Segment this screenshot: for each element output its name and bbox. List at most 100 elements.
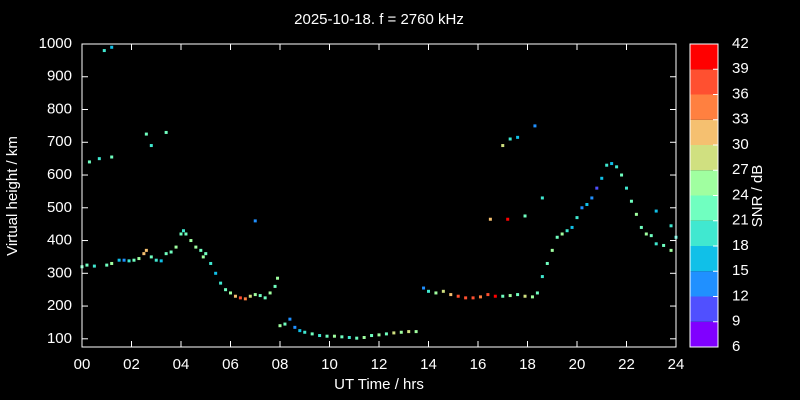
colorbar-bin (690, 296, 718, 322)
data-point (478, 295, 482, 299)
data-point (508, 294, 512, 298)
y-tick-label: 600 (47, 166, 72, 183)
data-point (669, 224, 673, 228)
data-point (144, 132, 148, 136)
data-point (662, 243, 666, 247)
data-point (189, 239, 193, 243)
data-point (580, 206, 584, 210)
x-tick-label: 16 (470, 356, 487, 373)
data-point (293, 325, 297, 329)
colorbar-tick-label: 18 (732, 237, 749, 254)
data-point (493, 294, 497, 298)
data-point (159, 259, 163, 263)
data-point (209, 261, 213, 265)
data-point (523, 294, 527, 298)
data-point (288, 317, 292, 321)
data-point (144, 248, 148, 252)
colorbar-bin (690, 170, 718, 196)
colorbar-bin (690, 119, 718, 145)
data-point (347, 336, 351, 340)
data-point (276, 276, 280, 280)
data-point (464, 296, 468, 300)
data-point (600, 176, 604, 180)
data-point (268, 291, 272, 295)
x-tick-label: 18 (519, 356, 536, 373)
data-point (164, 252, 168, 256)
data-point (506, 217, 510, 221)
data-point (204, 252, 208, 256)
data-point (399, 330, 403, 334)
data-point (535, 291, 539, 295)
data-point (224, 288, 228, 292)
y-tick-label: 400 (47, 232, 72, 249)
data-point (456, 294, 460, 298)
data-point (201, 255, 205, 259)
x-tick-label: 10 (321, 356, 338, 373)
data-point (516, 135, 520, 139)
data-point (199, 248, 203, 252)
x-tick-label: 12 (371, 356, 388, 373)
data-point (575, 216, 579, 220)
data-point (263, 296, 267, 300)
colorbar-tick-label: 9 (732, 313, 740, 330)
data-point (298, 329, 302, 333)
data-point (154, 258, 158, 262)
y-tick-label: 500 (47, 199, 72, 216)
data-point (87, 160, 91, 164)
data-point (523, 214, 527, 218)
colorbar-tick-label: 15 (732, 262, 749, 279)
data-point (258, 294, 262, 298)
data-point (434, 291, 438, 295)
data-point (122, 258, 126, 262)
data-point (278, 324, 282, 328)
data-point (283, 322, 287, 326)
data-point (422, 286, 426, 290)
colorbar-label: SNR / dB (749, 165, 766, 228)
data-point (194, 245, 198, 249)
data-point (174, 245, 178, 249)
data-point (407, 330, 411, 334)
y-tick-label: 200 (47, 297, 72, 314)
colorbar-tick-label: 39 (732, 60, 749, 77)
colorbar-tick-label: 6 (732, 338, 740, 355)
data-point (501, 144, 505, 148)
data-point (355, 336, 359, 340)
data-point (516, 293, 520, 297)
colorbar-tick-label: 21 (732, 212, 749, 229)
x-axis-label: UT Time / hrs (334, 376, 424, 393)
data-point (427, 289, 430, 293)
data-point (238, 296, 242, 300)
colorbar-tick-label: 27 (732, 161, 749, 178)
data-point (92, 264, 96, 268)
data-point (105, 263, 109, 267)
colorbar-bin (690, 321, 718, 347)
data-point (110, 261, 114, 265)
data-point (164, 130, 168, 134)
data-point (253, 293, 257, 297)
data-point (501, 294, 505, 298)
colorbar-tick-label: 33 (732, 111, 749, 128)
data-point (318, 334, 322, 338)
data-point (625, 186, 628, 190)
data-point (332, 334, 336, 338)
x-tick-label: 20 (569, 356, 586, 373)
data-point (654, 209, 658, 213)
y-tick-label: 300 (47, 264, 72, 281)
data-point (310, 332, 314, 336)
data-point (414, 330, 418, 334)
data-point (362, 336, 366, 340)
data-point (639, 225, 643, 229)
data-point (384, 332, 388, 336)
data-point (649, 234, 653, 238)
data-point (142, 252, 146, 256)
data-point (540, 196, 544, 200)
data-point (585, 203, 589, 207)
colorbar-bin (690, 145, 718, 171)
data-point (214, 271, 218, 275)
colorbar-bin (690, 220, 718, 246)
data-point (449, 293, 453, 297)
data-point (590, 196, 594, 200)
data-point (303, 330, 307, 334)
